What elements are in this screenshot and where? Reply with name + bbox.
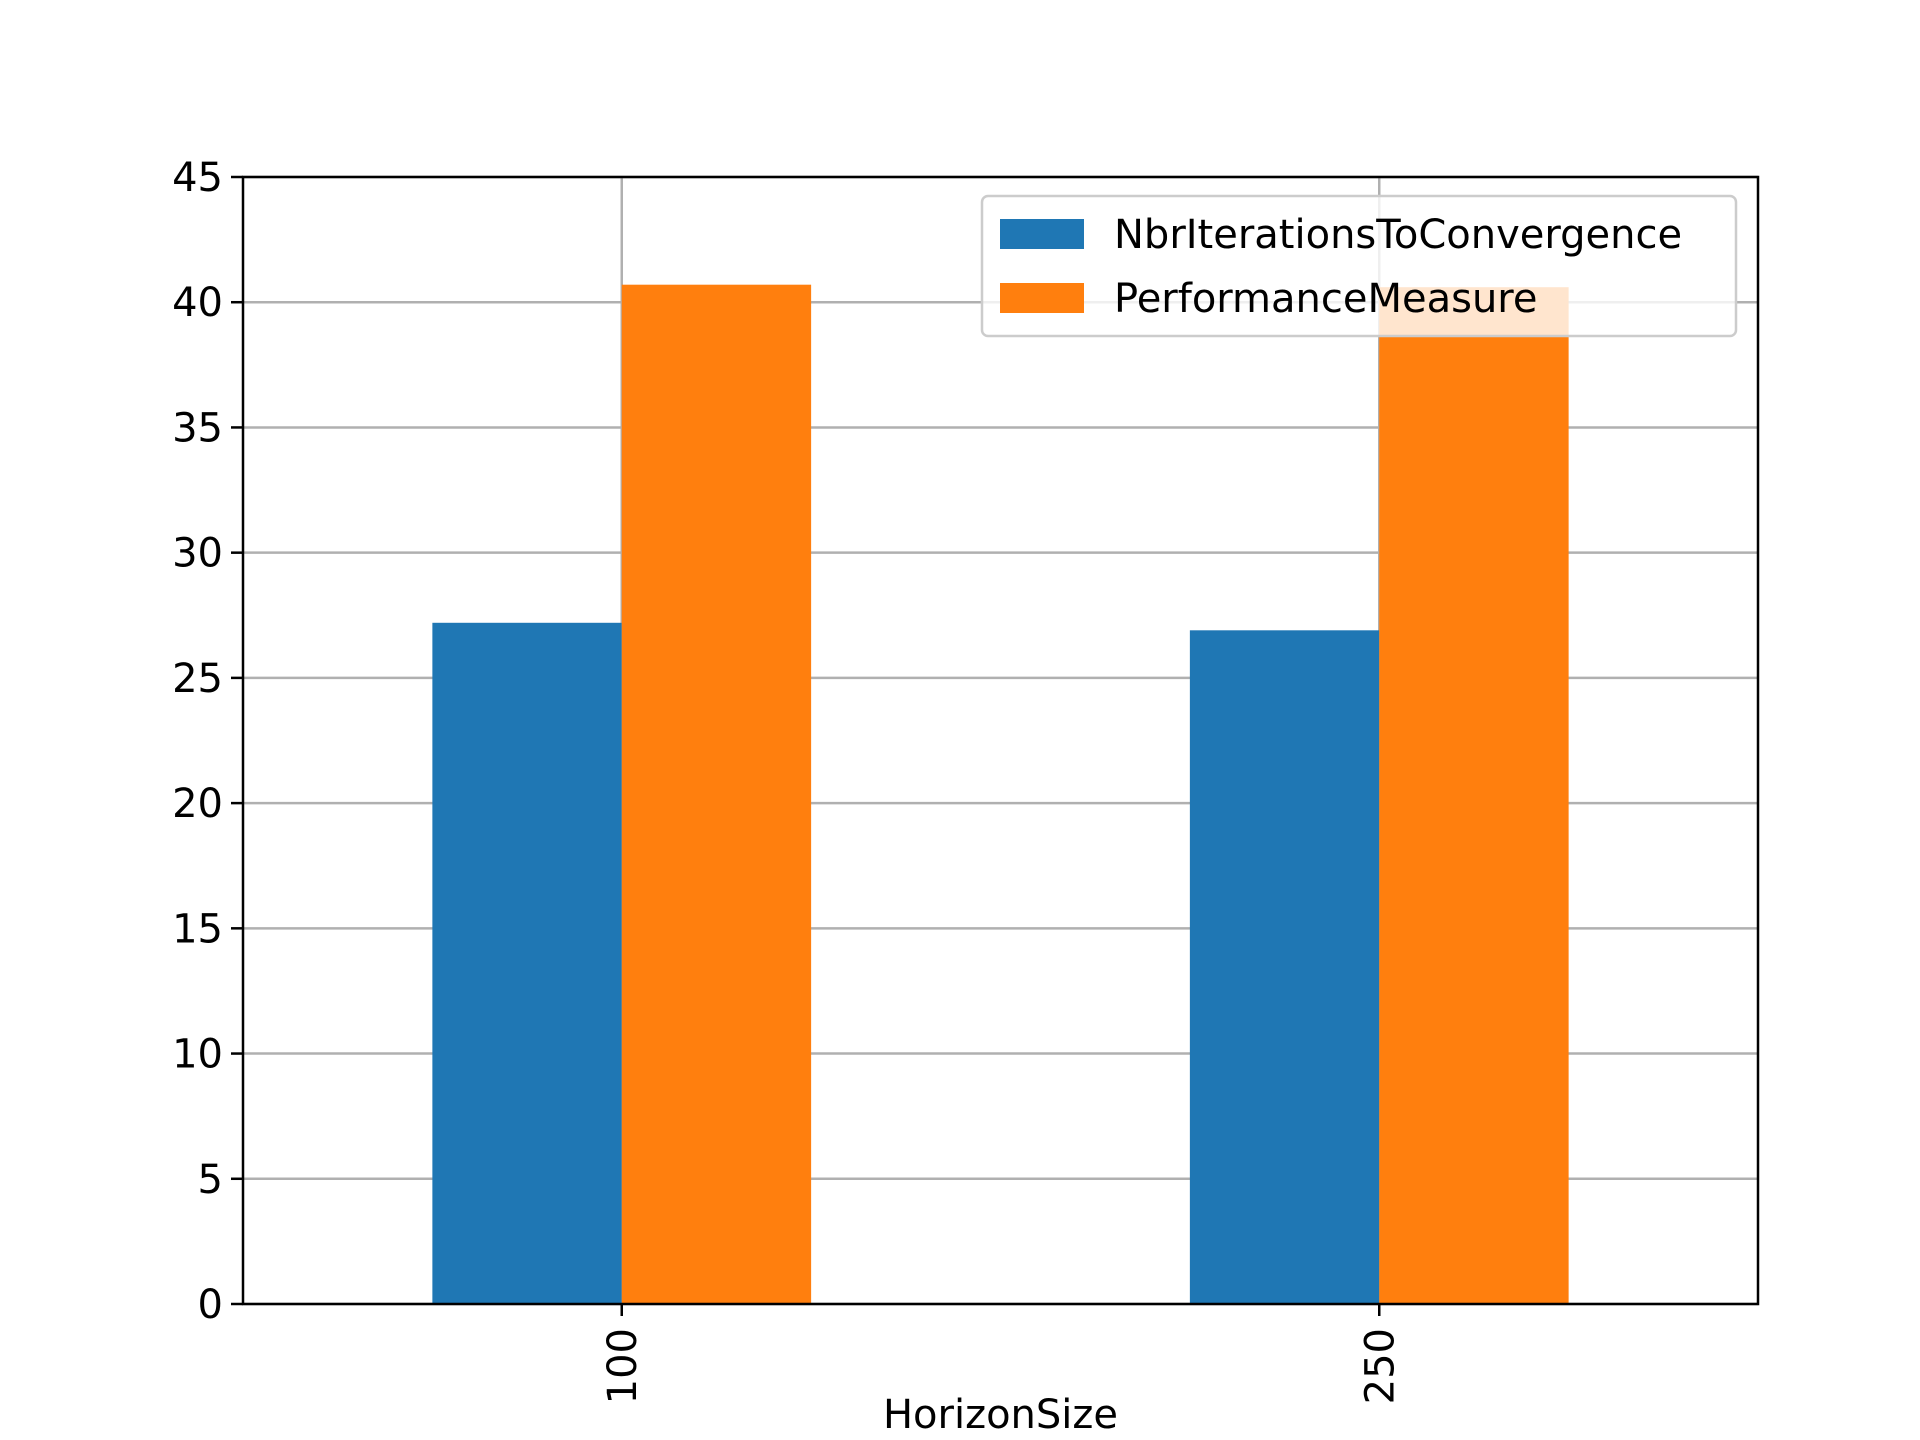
y-tick-label: 45 [172, 155, 223, 201]
legend-box [980, 194, 1738, 338]
y-tick-label: 20 [172, 781, 223, 827]
bar-nbr-iterations-to-convergence-100 [432, 622, 622, 1304]
y-tick-label: 10 [172, 1032, 223, 1078]
x-tick-label: 100 [600, 1328, 646, 1404]
y-tick-label: 25 [172, 656, 223, 702]
y-tick-label: 15 [172, 906, 223, 952]
bar-performance-measure-250 [1379, 287, 1569, 1304]
bar-performance-measure-100 [621, 284, 812, 1304]
legend-swatch-performance-measure [1000, 283, 1084, 313]
x-axis-title: HorizonSize [883, 1392, 1118, 1438]
plot-frame [241, 175, 1760, 1306]
y-tick-label: 5 [198, 1157, 223, 1203]
axis-ticks: 0 5 10 15 20 25 30 35 40 45 100 250 [172, 155, 1403, 1404]
legend-label-performance-measure: PerformanceMeasure [1114, 276, 1537, 322]
legend-swatch-nbr-iterations [1000, 219, 1084, 249]
y-tick-label: 0 [198, 1282, 223, 1328]
bar-nbr-iterations-to-convergence-250 [1189, 630, 1380, 1304]
x-tick-label: 250 [1357, 1328, 1403, 1404]
legend-label-nbr-iterations: NbrIterationsToConvergence [1114, 212, 1682, 258]
y-tick-label: 35 [172, 405, 223, 451]
y-tick-label: 40 [172, 280, 223, 326]
y-tick-label: 30 [172, 531, 223, 577]
legend: NbrIterationsToConvergence PerformanceMe… [980, 194, 1738, 338]
bars [432, 284, 1569, 1304]
